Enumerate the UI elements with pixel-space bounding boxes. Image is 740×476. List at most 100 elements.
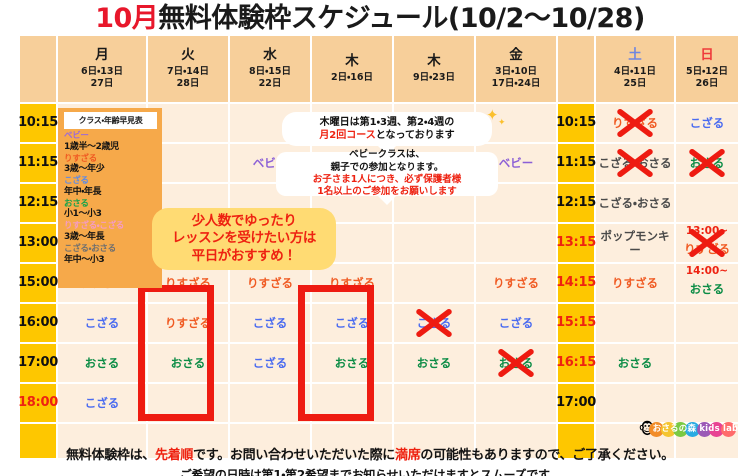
class-ref-name: ベビー bbox=[64, 131, 89, 141]
class-ref-name: りすざる bbox=[64, 153, 97, 164]
title-month: 10月 bbox=[95, 3, 159, 34]
brand-logo: 🐵 おさるの森 kids lab bbox=[639, 418, 738, 440]
weekday-tip-line1: 少人数でゆったり bbox=[191, 213, 297, 230]
logo-dots bbox=[649, 421, 736, 437]
time-slot-right: 15:15 bbox=[556, 304, 596, 342]
header-土: 土 4日・11日 25日 bbox=[596, 36, 674, 102]
page-title: 10月無料体験枠スケジュール(10/2〜10/28) bbox=[0, 0, 740, 35]
class-label: りすざる bbox=[612, 275, 658, 290]
thursday-note-rest: となっております bbox=[375, 130, 455, 141]
baby-note-line3: お子さま1人につき、必ず保護者様 bbox=[312, 174, 462, 185]
header-dow: 木 bbox=[427, 53, 441, 70]
class-label: ベビー bbox=[498, 155, 534, 170]
schedule-cell-empty bbox=[596, 304, 674, 342]
thursday-note-bubble: 木曜日は第1・3週、第2・4週の 月2回コースとなっております bbox=[282, 112, 492, 146]
class-label: りすざる bbox=[329, 275, 375, 290]
thursday-note-line2: 月2回コースとなっております bbox=[319, 129, 454, 142]
footer-highlight-full: 満席 bbox=[395, 448, 421, 463]
logo-dot bbox=[661, 421, 676, 437]
weekday-tip-line2: レッスンを受けたい方は bbox=[171, 230, 317, 247]
header-time-column bbox=[20, 36, 56, 102]
schedule-cell-empty bbox=[312, 384, 392, 422]
class-ref-age: 3歳〜年長 bbox=[64, 232, 105, 243]
class-label: こざる bbox=[252, 315, 288, 330]
class-label: こざる bbox=[498, 315, 534, 330]
class-ref-row: こざる 年中・年長 bbox=[64, 176, 157, 198]
class-ref-name: りすざる・こざる bbox=[64, 221, 124, 232]
header-dow: 金 bbox=[509, 47, 523, 64]
time-slot-left: 17:00 bbox=[18, 344, 58, 382]
sparkle-small-icon: ✦ bbox=[498, 118, 506, 128]
thursday-note-highlight: 月2回コース bbox=[319, 130, 376, 141]
time-slot-left: 13:00 bbox=[18, 224, 58, 262]
footer-note: 無料体験枠は、先着順です。お問い合わせいただいた際に満席の可能性もありますので、… bbox=[0, 444, 740, 463]
class-ref-row: りすざる・こざる 3歳〜年長 bbox=[64, 221, 157, 243]
header-dates: 3日・10日 17日・24日 bbox=[491, 66, 541, 90]
time-slot-left bbox=[20, 424, 56, 458]
weekday-tip-line3: 平日がおすすめ！ bbox=[191, 247, 297, 264]
time-slot-left: 10:15 bbox=[18, 104, 58, 142]
class-label: おさる bbox=[617, 355, 653, 370]
footer-part1: 無料体験枠は、 bbox=[66, 448, 155, 463]
time-slot-right: 12:15 bbox=[556, 184, 596, 222]
time-slot-right: 14:15 bbox=[556, 264, 596, 302]
schedule-cell: おさる bbox=[58, 344, 146, 382]
class-ref-age: 3歳〜年少 bbox=[64, 164, 105, 175]
schedule-cell-empty bbox=[312, 424, 392, 458]
logo-dot bbox=[685, 421, 700, 437]
schedule-cell-empty bbox=[394, 384, 474, 422]
schedule-cell: りすざる bbox=[312, 264, 392, 302]
schedule-cell-empty bbox=[230, 384, 310, 422]
time-slot-right bbox=[558, 424, 594, 458]
class-ref-caption: クラス・年齢早見表 bbox=[64, 112, 157, 129]
class-ref-age: 年中・年長 bbox=[64, 186, 102, 197]
schedule-cell: おさる bbox=[312, 344, 392, 382]
sparkle-icon: ✦ bbox=[486, 106, 499, 124]
schedule-cell: おさる bbox=[596, 344, 674, 382]
footer-part2: です。お問い合わせいただいた際に bbox=[193, 448, 396, 463]
footer-part3: の可能性もありますので、ご了承ください。 bbox=[420, 448, 674, 463]
header-dow: 水 bbox=[263, 47, 277, 64]
baby-note-line4: 1名以上のご参加をお願いします bbox=[317, 186, 457, 198]
baby-class-note-bubble: ベビークラスは、 親子での参加となります。 お子さま1人につき、必ず保護者様 1… bbox=[276, 149, 498, 198]
header-dow: 日 bbox=[700, 47, 714, 64]
schedule-cell: 13:00~ りすざる bbox=[676, 224, 738, 262]
schedule-cell: こざる bbox=[58, 304, 146, 342]
header-dates: 2日・16日 bbox=[330, 72, 374, 84]
footer-note-secondary: ご希望の日時は第1・第2希望までお知らせいただけますとスムーズです。 bbox=[179, 468, 561, 476]
header-dates: 4日・11日 25日 bbox=[613, 66, 657, 90]
schedule-cell-empty bbox=[476, 224, 556, 262]
schedule-cell-empty bbox=[394, 424, 474, 458]
schedule-cell-empty bbox=[394, 264, 474, 302]
class-ref-row: りすざる 3歳〜年少 bbox=[64, 153, 157, 176]
class-label: りすざる bbox=[612, 115, 658, 130]
schedule-cell: おさる bbox=[394, 344, 474, 382]
schedule-cell: こざる bbox=[230, 304, 310, 342]
thursday-note-line1: 木曜日は第1・3週、第2・4週の bbox=[319, 117, 455, 128]
class-ref-age: 小1〜小3 bbox=[64, 209, 102, 220]
header-dates: 8日・15日 22日 bbox=[248, 66, 292, 90]
class-ref-name: おさる bbox=[64, 198, 89, 209]
schedule-cell-empty bbox=[676, 384, 738, 422]
time-slot-right: 13:15 bbox=[556, 224, 596, 262]
time-slot-right: 11:15 bbox=[556, 144, 596, 182]
schedule-cell-empty bbox=[676, 344, 738, 382]
class-label: りすざる bbox=[493, 275, 539, 290]
class-label: こざる bbox=[334, 315, 370, 330]
class-label: おさる bbox=[689, 281, 725, 296]
class-label: こざる bbox=[252, 355, 288, 370]
header-dow: 木 bbox=[345, 53, 359, 70]
header-木: 木 2日・16日 bbox=[312, 36, 392, 102]
schedule-cell: おさる bbox=[676, 144, 738, 182]
logo-dot bbox=[721, 421, 736, 437]
header-dow: 火 bbox=[181, 47, 195, 64]
class-label: りすざる bbox=[165, 275, 211, 290]
schedule-cell: りすざる bbox=[148, 304, 228, 342]
time-slot-right: 17:00 bbox=[556, 384, 596, 422]
schedule-cell: こざる bbox=[476, 304, 556, 342]
class-label: こざる bbox=[84, 395, 120, 410]
schedule-cell: りすざる bbox=[476, 264, 556, 302]
schedule-cell: りすざる bbox=[596, 104, 674, 142]
class-label: おさる bbox=[84, 355, 120, 370]
class-label: りすざる bbox=[684, 241, 730, 256]
